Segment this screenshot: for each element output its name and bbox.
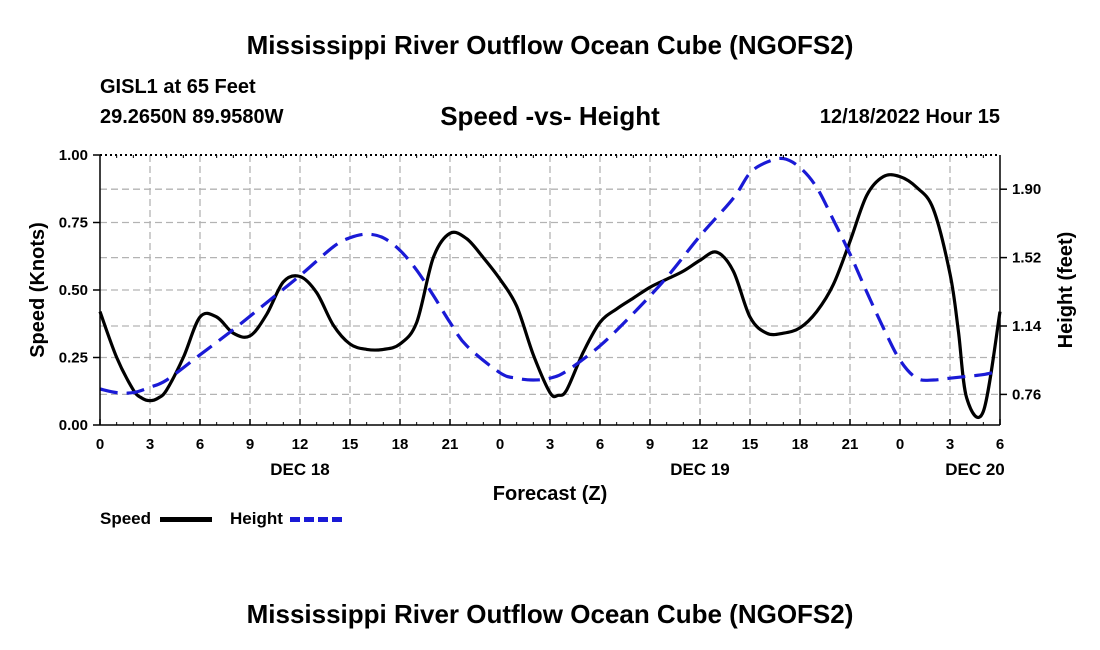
station-coordinates: 29.2650N 89.9580W (100, 106, 284, 128)
footer-title: Mississippi River Outflow Ocean Cube (NG… (246, 599, 854, 629)
x-tick-label: 15 (742, 436, 759, 453)
x-tick-label: 12 (692, 436, 709, 453)
y2-tick-label: 0.76 (1012, 386, 1041, 403)
axes: 0 3 6 9 12 15 18 21 0 3 6 9 12 15 18 21 0 3 6 DEC 18 DEC 19 D… (59, 147, 1042, 479)
legend-speed-label: Speed (100, 509, 152, 528)
y2-tick-label: 1.14 (1012, 318, 1042, 335)
x-tick-label: 9 (246, 436, 254, 453)
grid-lines (100, 155, 1000, 425)
x-tick-label: 0 (96, 436, 104, 453)
x-tick-label: 18 (792, 436, 809, 453)
x-tick-label: 15 (342, 436, 359, 453)
y-tick-label: 0.25 (59, 350, 88, 367)
x-tick-label: 6 (196, 436, 204, 453)
x-axis-label: Forecast (Z) (493, 483, 607, 505)
forecast-timestamp: 12/18/2022 Hour 15 (819, 106, 1000, 128)
x-tick-label: 21 (842, 436, 859, 453)
x-tick-label: 6 (596, 436, 604, 453)
y2-tick-label: 1.52 (1012, 250, 1041, 267)
y-tick-label: 0.00 (59, 417, 88, 434)
date-label: DEC 20 (945, 460, 1005, 479)
station-label: GISL1 at 65 Feet (100, 76, 256, 98)
page-title: Mississippi River Outflow Ocean Cube (NG… (246, 30, 854, 60)
y2-axis-label: Height (feet) (1055, 232, 1077, 349)
chart-title: Speed -vs- Height (440, 101, 660, 131)
series-lines (98, 156, 1002, 419)
height-series-line (99, 156, 1001, 395)
x-tick-label: 3 (146, 436, 154, 453)
y-tick-label: 1.00 (59, 147, 88, 164)
x-tick-label: 12 (292, 436, 309, 453)
y-axis-label: Speed (Knots) (27, 222, 49, 358)
y2-tick-label: 1.90 (1012, 181, 1041, 198)
x-tick-label: 0 (496, 436, 504, 453)
x-tick-label: 9 (646, 436, 654, 453)
legend-height-label: Height (230, 509, 283, 528)
legend-speed-swatch (160, 517, 212, 522)
x-tick-label: 0 (896, 436, 904, 453)
y-tick-label: 0.75 (59, 215, 88, 232)
x-tick-label: 18 (392, 436, 409, 453)
y-tick-label: 0.50 (59, 282, 88, 299)
x-tick-label: 21 (442, 436, 459, 453)
date-label: DEC 19 (670, 460, 730, 479)
legend-height-swatch (290, 517, 342, 522)
date-label: DEC 18 (270, 460, 330, 479)
x-tick-label: 3 (546, 436, 554, 453)
x-tick-label: 3 (946, 436, 954, 453)
x-tick-label: 6 (996, 436, 1004, 453)
